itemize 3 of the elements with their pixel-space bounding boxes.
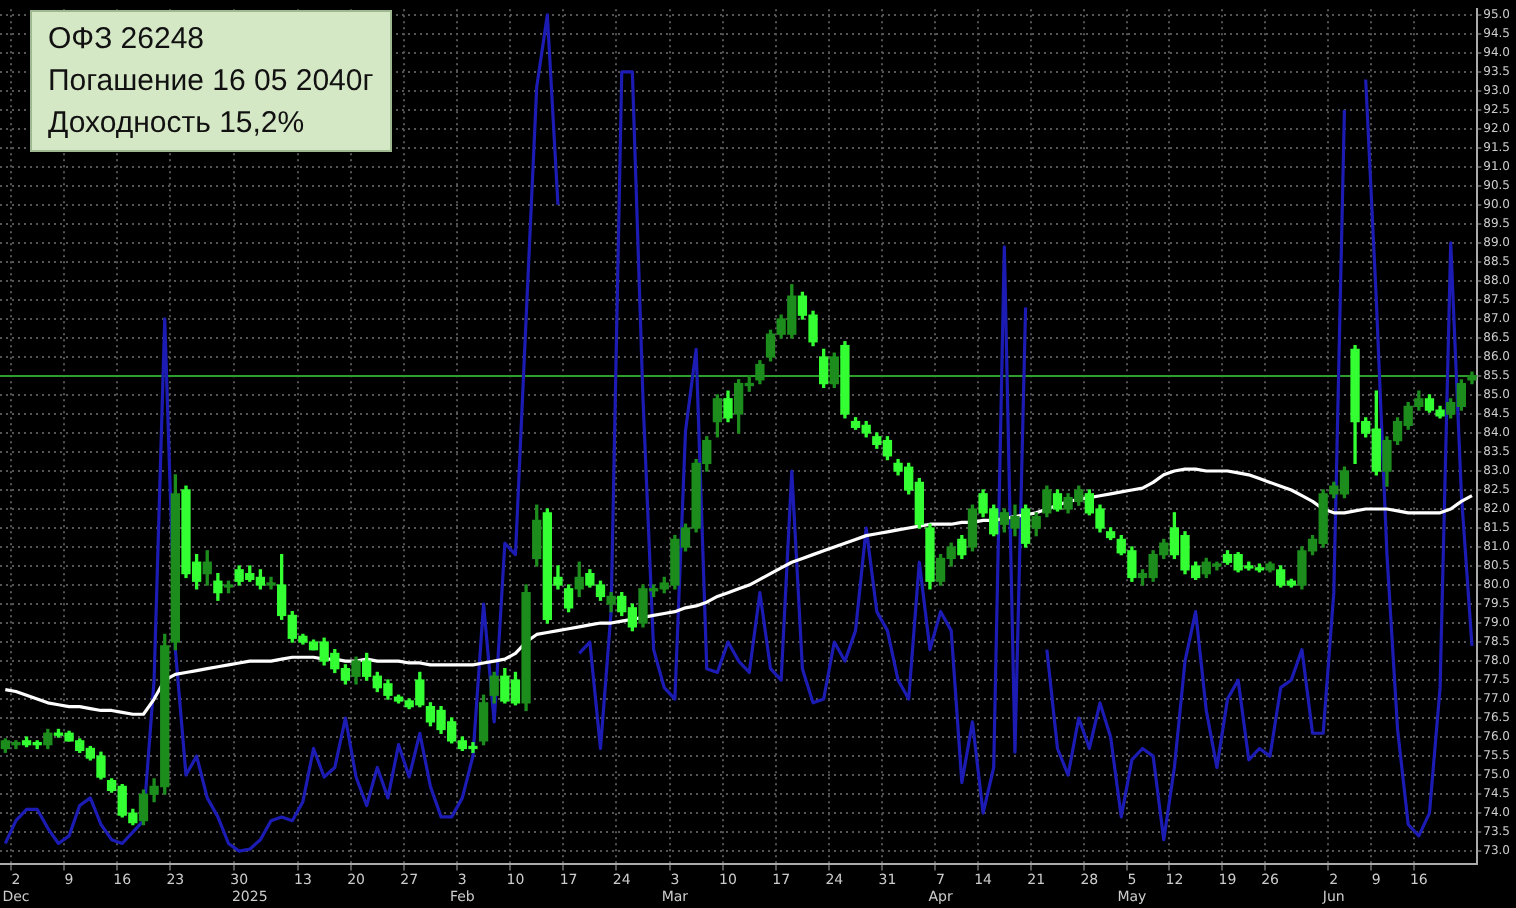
annotation: Погашение 16 05 2040г	[48, 62, 374, 102]
annotation: Доходность 15,2%	[48, 104, 307, 144]
annotation: ОФЗ 26248	[48, 20, 207, 60]
